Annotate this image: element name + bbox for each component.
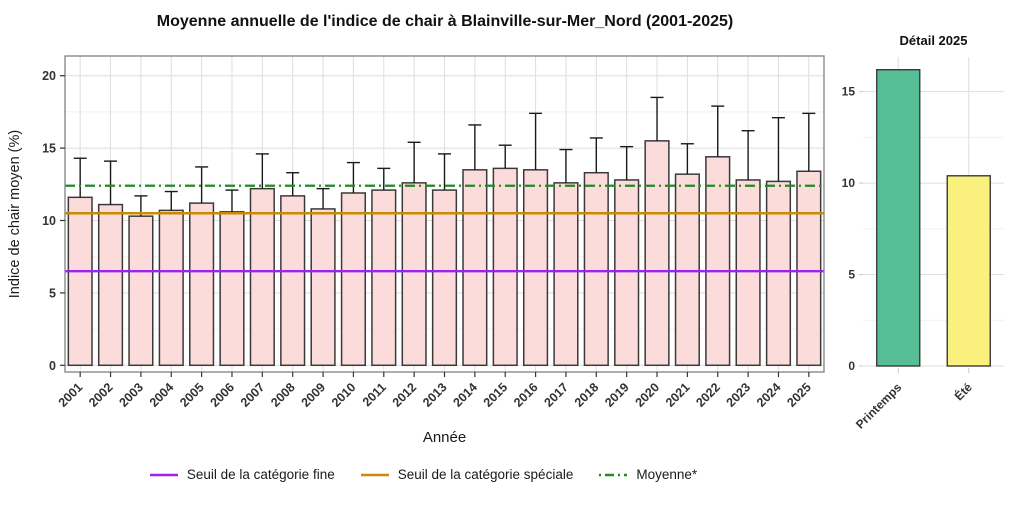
bar-2005 bbox=[189, 202, 215, 367]
bar-été bbox=[946, 175, 991, 367]
legend-item-moyenne: Moyenne* bbox=[597, 467, 697, 482]
main-xtick-2002: 2002 bbox=[86, 380, 116, 410]
bar-2003 bbox=[128, 215, 154, 367]
legend-key-moyenne-line bbox=[599, 473, 628, 476]
main-xtick-2004: 2004 bbox=[147, 380, 177, 410]
bar-2014 bbox=[462, 169, 488, 367]
main-xtick-2014: 2014 bbox=[450, 380, 480, 410]
detail-ytick-5: 5 bbox=[848, 268, 855, 282]
detail-ytick-10: 10 bbox=[842, 176, 856, 190]
main-ytick-0: 0 bbox=[49, 359, 56, 373]
bar-printemps bbox=[876, 69, 921, 367]
legend: Seuil de la catégorie fine Seuil de la c… bbox=[0, 467, 845, 482]
chart-title: Moyenne annuelle de l'indice de chair à … bbox=[156, 13, 734, 30]
bar-2022 bbox=[705, 156, 731, 367]
bar-2006 bbox=[219, 211, 245, 367]
bar-2024 bbox=[765, 180, 792, 367]
bar-2002 bbox=[97, 203, 124, 367]
bar-2025 bbox=[796, 170, 822, 367]
main-xtick-2023: 2023 bbox=[724, 380, 754, 410]
legend-key-seuil-fine-line bbox=[149, 473, 178, 476]
bar-2021 bbox=[674, 173, 700, 367]
bar-2011 bbox=[371, 189, 397, 367]
main-xtick-2013: 2013 bbox=[420, 380, 450, 410]
bar-2013 bbox=[431, 189, 458, 367]
main-xtick-2012: 2012 bbox=[390, 380, 420, 410]
main-ytick-10: 10 bbox=[42, 214, 56, 228]
main-xtick-2001: 2001 bbox=[56, 380, 86, 410]
main-bars bbox=[67, 140, 822, 367]
bar-2020 bbox=[644, 140, 670, 367]
legend-label-seuil-fine: Seuil de la catégorie fine bbox=[186, 467, 335, 482]
bar-2017 bbox=[553, 182, 579, 367]
legend-key-seuil-speciale-line bbox=[360, 473, 389, 476]
main-xtick-2021: 2021 bbox=[663, 380, 693, 410]
bar-2001 bbox=[67, 196, 93, 367]
reference-lines bbox=[65, 184, 824, 273]
bar-2019 bbox=[614, 179, 640, 367]
bar-2018 bbox=[583, 171, 609, 367]
main-xtick-2007: 2007 bbox=[238, 380, 268, 410]
legend-label-moyenne: Moyenne* bbox=[636, 467, 698, 482]
main-error-bars bbox=[73, 96, 816, 217]
bar-2004 bbox=[158, 209, 184, 367]
detail-ytick-0: 0 bbox=[848, 359, 855, 373]
legend-label-seuil-speciale: Seuil de la catégorie spéciale bbox=[397, 467, 574, 482]
main-xtick-2020: 2020 bbox=[633, 380, 663, 410]
main-xtick-2018: 2018 bbox=[572, 380, 602, 410]
legend-item-seuil-fine: Seuil de la catégorie fine bbox=[148, 467, 335, 482]
detail-chart-title: Détail 2025 bbox=[899, 33, 968, 48]
main-ytick-20: 20 bbox=[42, 69, 56, 83]
bar-2012 bbox=[401, 182, 427, 367]
main-xtick-2025: 2025 bbox=[784, 380, 814, 410]
main-xtick-2022: 2022 bbox=[693, 380, 723, 410]
main-xtick-2009: 2009 bbox=[299, 380, 329, 410]
main-xtick-2005: 2005 bbox=[177, 380, 207, 410]
main-xtick-2015: 2015 bbox=[481, 380, 511, 410]
main-xtick-2011: 2011 bbox=[360, 380, 389, 409]
main-xtick-2010: 2010 bbox=[329, 380, 359, 410]
bar-2016 bbox=[522, 169, 549, 367]
legend-item-seuil-speciale: Seuil de la catégorie spéciale bbox=[359, 467, 574, 482]
main-xtick-2008: 2008 bbox=[268, 380, 298, 410]
main-ytick-15: 15 bbox=[42, 142, 56, 156]
detail-ytick-15: 15 bbox=[842, 85, 856, 99]
main-xtick-2003: 2003 bbox=[116, 380, 146, 410]
detail-bars bbox=[876, 69, 991, 367]
detail-xtick-Été: Été bbox=[951, 379, 975, 403]
main-xtick-2006: 2006 bbox=[208, 380, 238, 410]
main-ytick-5: 5 bbox=[49, 286, 56, 300]
bar-2007 bbox=[249, 187, 275, 367]
main-xtick-2016: 2016 bbox=[511, 380, 541, 410]
x-axis-label: Année bbox=[422, 429, 467, 446]
bar-2015 bbox=[492, 167, 518, 367]
bar-2008 bbox=[280, 195, 306, 367]
main-xtick-2017: 2017 bbox=[541, 380, 571, 410]
y-axis-label: Indice de chair moyen (%) bbox=[7, 129, 23, 299]
main-xtick-2019: 2019 bbox=[602, 380, 632, 410]
main-xtick-2024: 2024 bbox=[754, 380, 784, 410]
bar-2023 bbox=[735, 179, 761, 367]
bar-2009 bbox=[310, 208, 336, 367]
bar-2010 bbox=[340, 192, 367, 367]
detail-xtick-Printemps: Printemps bbox=[853, 380, 905, 432]
